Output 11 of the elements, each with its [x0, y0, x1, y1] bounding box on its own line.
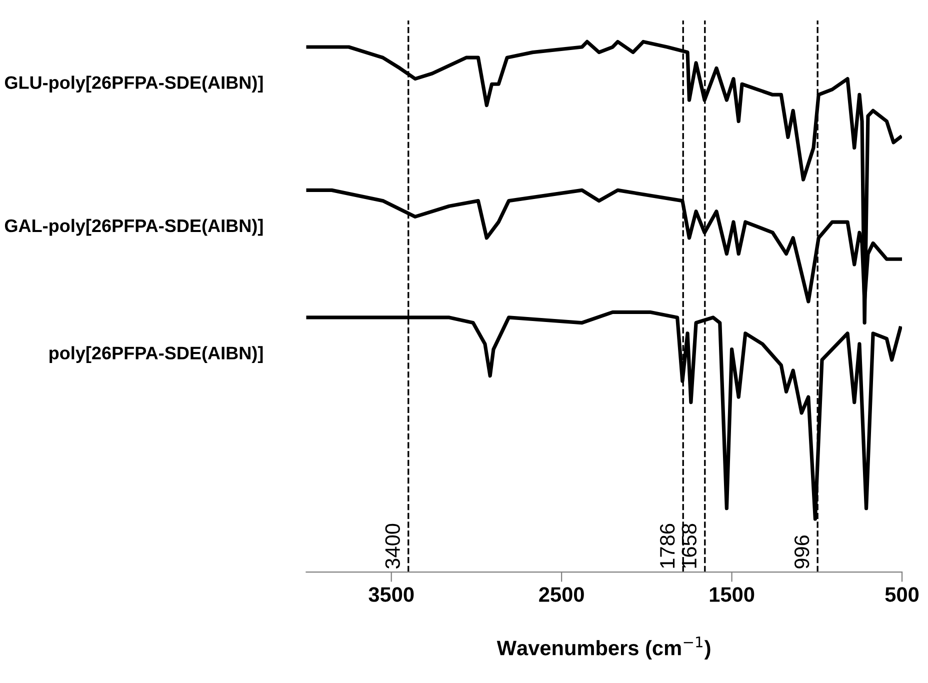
text: GLU-poly[26PFPA-SDE(AIBN)] — [4, 76, 263, 93]
x-tick-label: 3500 — [368, 587, 414, 602]
x-axis-title: Wavenumbers (cm$^{−1}$) — [496, 636, 710, 660]
text: poly[26PFPA-SDE(AIBN)] — [50, 346, 263, 363]
ref-line-label: 3400 — [385, 524, 400, 569]
x-tick-label: 500 — [885, 587, 919, 602]
ref-line-label: 996 — [794, 536, 810, 568]
x-tick-label: 1500 — [710, 587, 754, 602]
ref-line-label: 1786 — [660, 524, 675, 568]
text: GAL-poly[26PFPA-SDE(AIBN)] — [4, 218, 263, 236]
x-tick-label: 2500 — [539, 587, 584, 602]
